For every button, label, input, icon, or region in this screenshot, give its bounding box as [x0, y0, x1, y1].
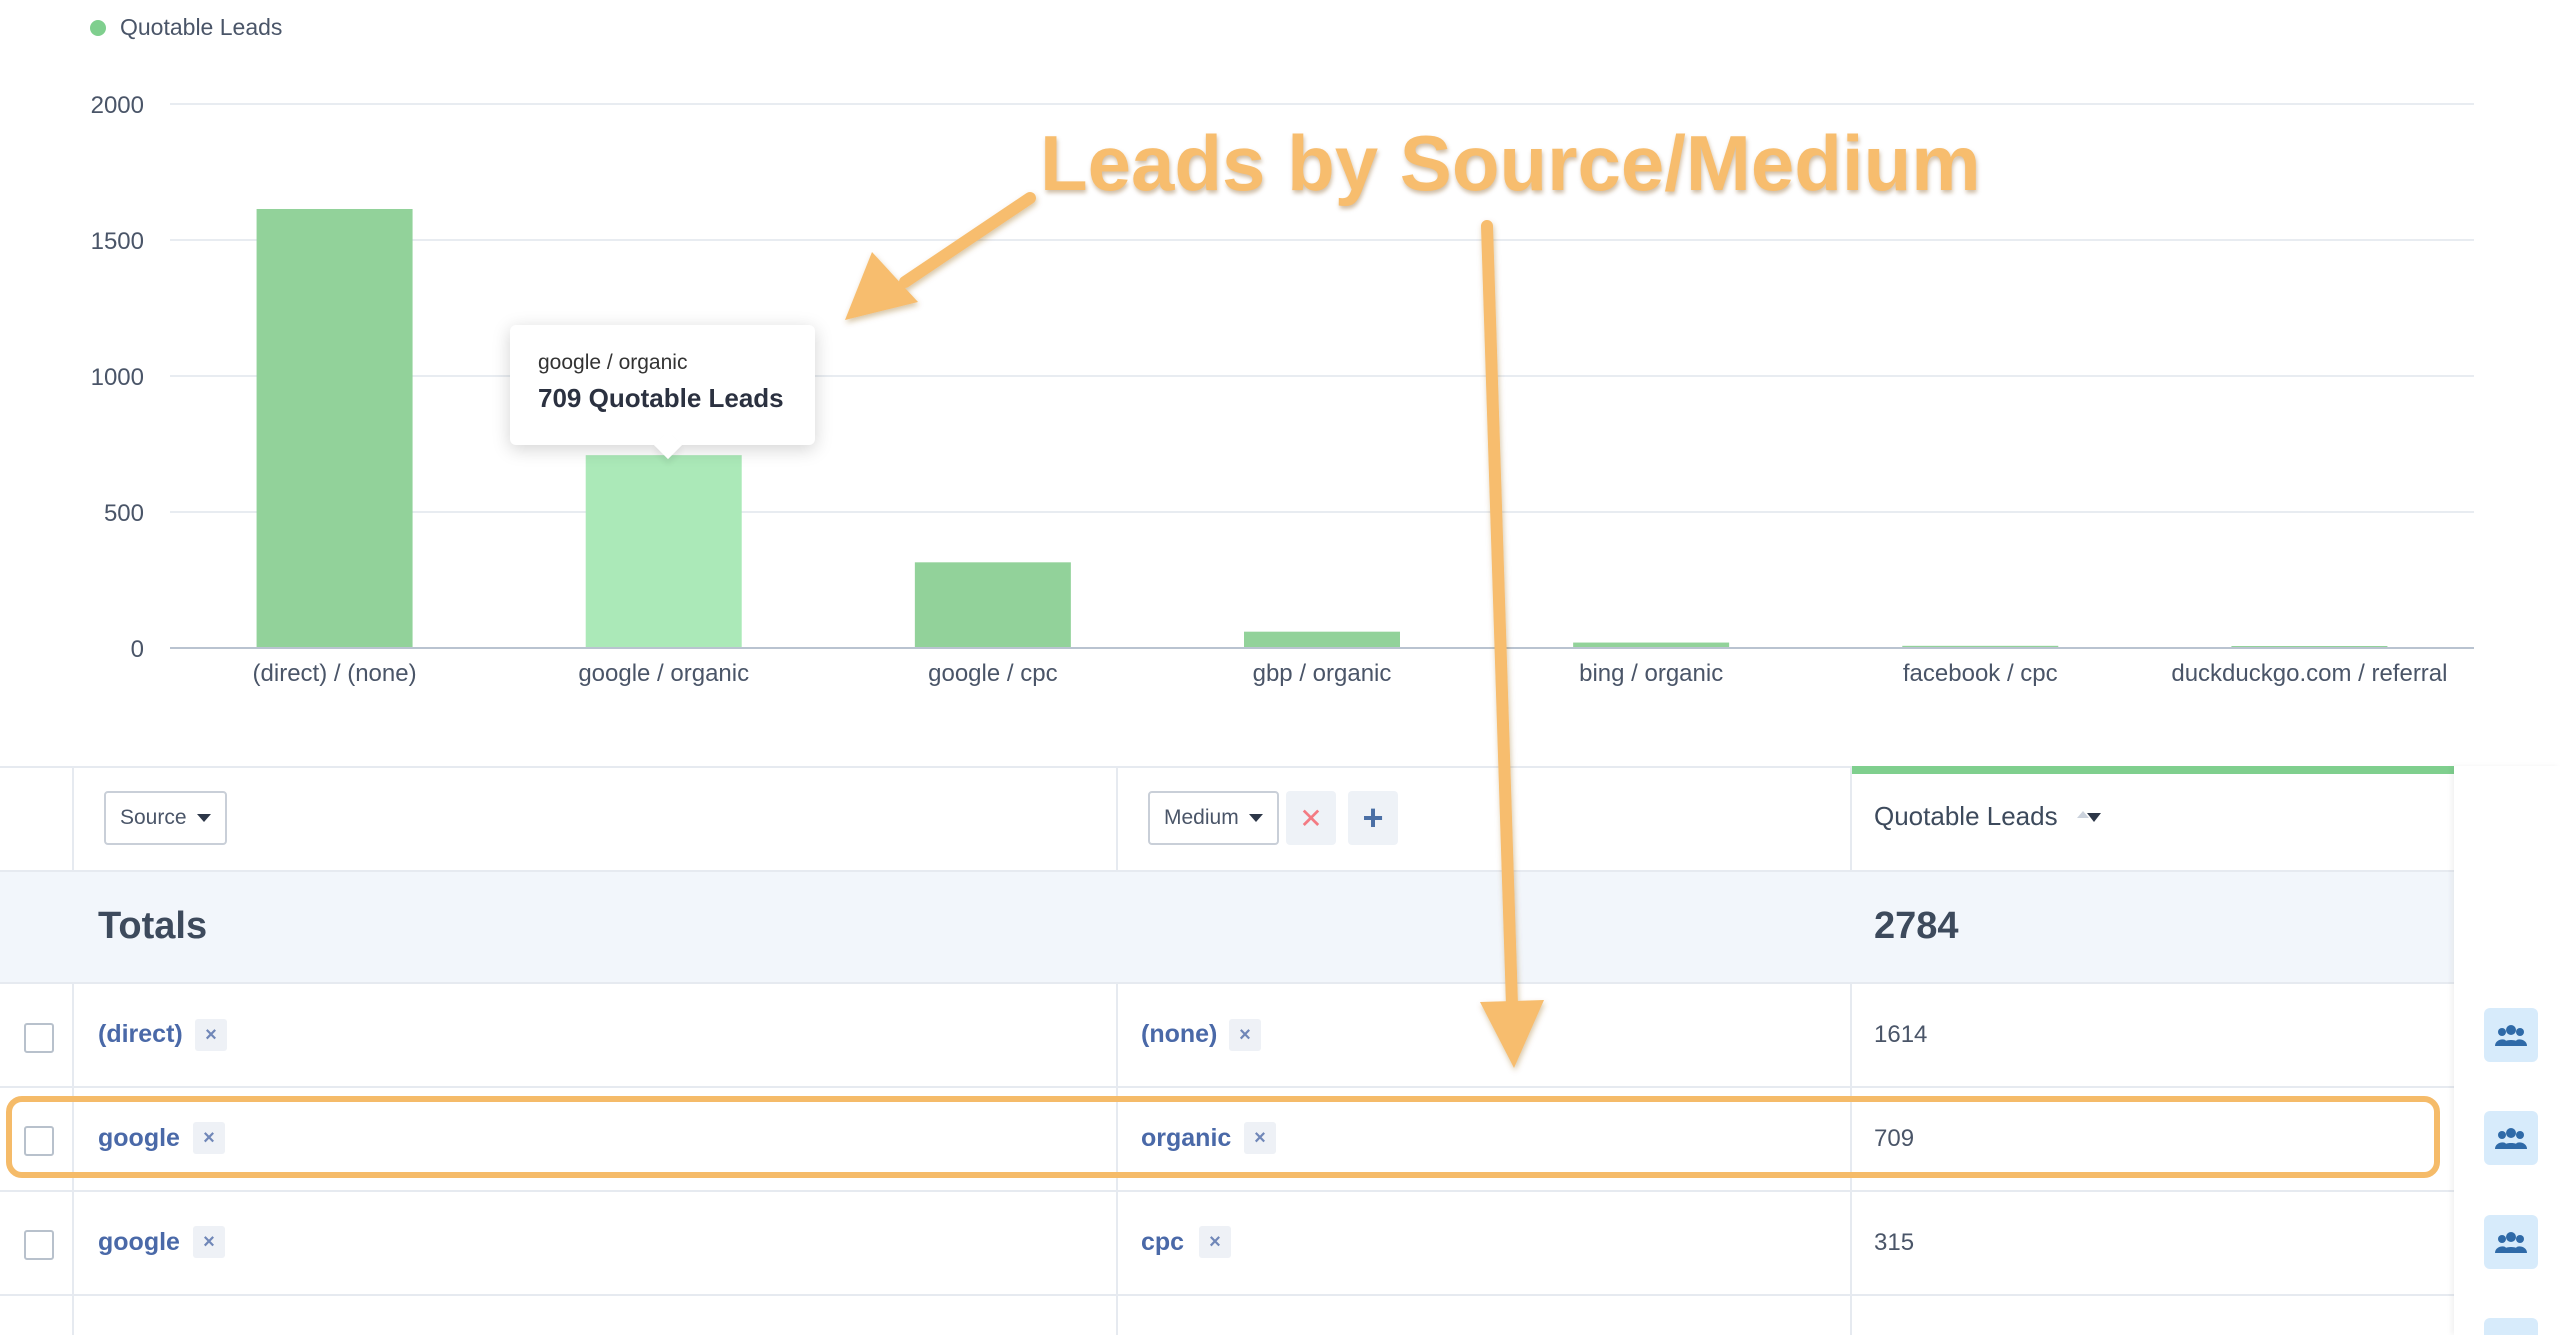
column-divider: [1850, 766, 1852, 1335]
remove-source-filter-button[interactable]: ×: [193, 1122, 225, 1154]
x-tick-label: facebook / cpc: [1903, 660, 2058, 687]
users-icon: [2495, 1025, 2527, 1046]
close-icon: ✕: [1299, 802, 1323, 834]
highlight-box-annotation: [6, 1096, 2440, 1178]
medium-link[interactable]: cpc: [1141, 1228, 1185, 1256]
row-checkbox[interactable]: [24, 1126, 54, 1156]
source-link[interactable]: (direct): [98, 1020, 183, 1048]
remove-medium-filter-button[interactable]: ×: [1244, 1122, 1276, 1154]
users-icon: [2495, 1232, 2527, 1253]
bar-facebook-cpc: [1902, 645, 2059, 648]
y-tick-label: 0: [131, 636, 144, 663]
totals-value: 2784: [1874, 905, 1959, 947]
remove-dimension-button[interactable]: ✕: [1286, 791, 1336, 845]
x-tick-label: google / cpc: [928, 660, 1057, 687]
source-dimension-select[interactable]: Source: [104, 791, 227, 845]
view-users-button[interactable]: [2484, 1318, 2538, 1335]
users-icon: [2495, 1128, 2527, 1149]
table-row: [0, 1088, 2560, 1192]
y-tick-label: 2000: [91, 92, 144, 119]
chevron-down-icon: [1248, 814, 1263, 822]
quotable-leads-value: 1614: [1874, 1021, 1928, 1048]
totals-label: Totals: [98, 905, 208, 947]
column-header-label: Quotable Leads: [1874, 801, 2058, 831]
bar-gbp-organic: [1244, 631, 1400, 648]
quotable-leads-value: 315: [1874, 1229, 1915, 1256]
bar-google-cpc: [914, 562, 1071, 648]
x-tick-label: gbp / organic: [1253, 660, 1392, 687]
medium-link[interactable]: (none): [1141, 1020, 1218, 1048]
remove-source-filter-button[interactable]: ×: [195, 1019, 227, 1051]
quotable-leads-column-header[interactable]: Quotable Leads: [1874, 801, 2101, 832]
medium-dimension-select[interactable]: Medium: [1148, 791, 1279, 845]
bar-bing-organic: [1573, 642, 1730, 648]
sort-icon[interactable]: [2076, 811, 2101, 825]
source-link[interactable]: google: [98, 1124, 180, 1152]
plus-icon: +: [1362, 797, 1384, 838]
remove-medium-filter-button[interactable]: ×: [1199, 1226, 1231, 1258]
source-link[interactable]: google: [98, 1228, 180, 1256]
medium-select-label: Medium: [1164, 806, 1239, 829]
chart-tooltip: google / organic 709 Quotable Leads: [510, 325, 815, 445]
view-users-button[interactable]: [2484, 1111, 2538, 1165]
x-tick-label: (direct) / (none): [253, 660, 417, 687]
add-dimension-button[interactable]: +: [1348, 791, 1398, 845]
legend-swatch: [90, 19, 106, 36]
tooltip-value: 709 Quotable Leads: [538, 383, 784, 413]
chevron-down-icon: [196, 814, 211, 822]
source-select-label: Source: [120, 806, 187, 829]
remove-source-filter-button[interactable]: ×: [193, 1226, 225, 1258]
bar-google-organic: [585, 455, 742, 648]
totals-row-border: [0, 872, 2560, 984]
quotable-leads-value: 709: [1874, 1125, 1915, 1152]
tooltip-category: google / organic: [538, 351, 688, 374]
row-checkbox[interactable]: [24, 1023, 54, 1053]
remove-medium-filter-button[interactable]: ×: [1229, 1019, 1261, 1051]
view-users-button[interactable]: [2484, 1008, 2538, 1062]
legend-label: Quotable Leads: [120, 14, 283, 40]
y-tick-label: 500: [104, 500, 144, 527]
table-row: [0, 1192, 2560, 1296]
row-checkbox[interactable]: [24, 1230, 54, 1260]
y-tick-label: 1500: [91, 228, 144, 255]
chart-legend[interactable]: Quotable Leads: [90, 14, 282, 41]
column-divider: [72, 766, 74, 1335]
y-tick-label: 1000: [91, 364, 144, 391]
annotation-title: Leads by Source/Medium: [1040, 119, 1981, 207]
bar-direct-none: [256, 208, 413, 648]
column-divider: [1116, 766, 1118, 1335]
totals-row: [0, 872, 2460, 984]
table-header-row: [0, 766, 2560, 872]
medium-link[interactable]: organic: [1141, 1124, 1232, 1152]
table-row: [0, 984, 2560, 1088]
view-users-button[interactable]: [2484, 1215, 2538, 1269]
x-tick-label: bing / organic: [1579, 660, 1723, 687]
sorted-column-indicator: [1852, 766, 2454, 774]
x-tick-label: duckduckgo.com / referral: [2171, 660, 2447, 687]
leads-bar-chart: 0 500 1000 1500 2000 (direct) / (none) google …: [91, 92, 2474, 687]
x-tick-label: google / organic: [578, 660, 749, 687]
